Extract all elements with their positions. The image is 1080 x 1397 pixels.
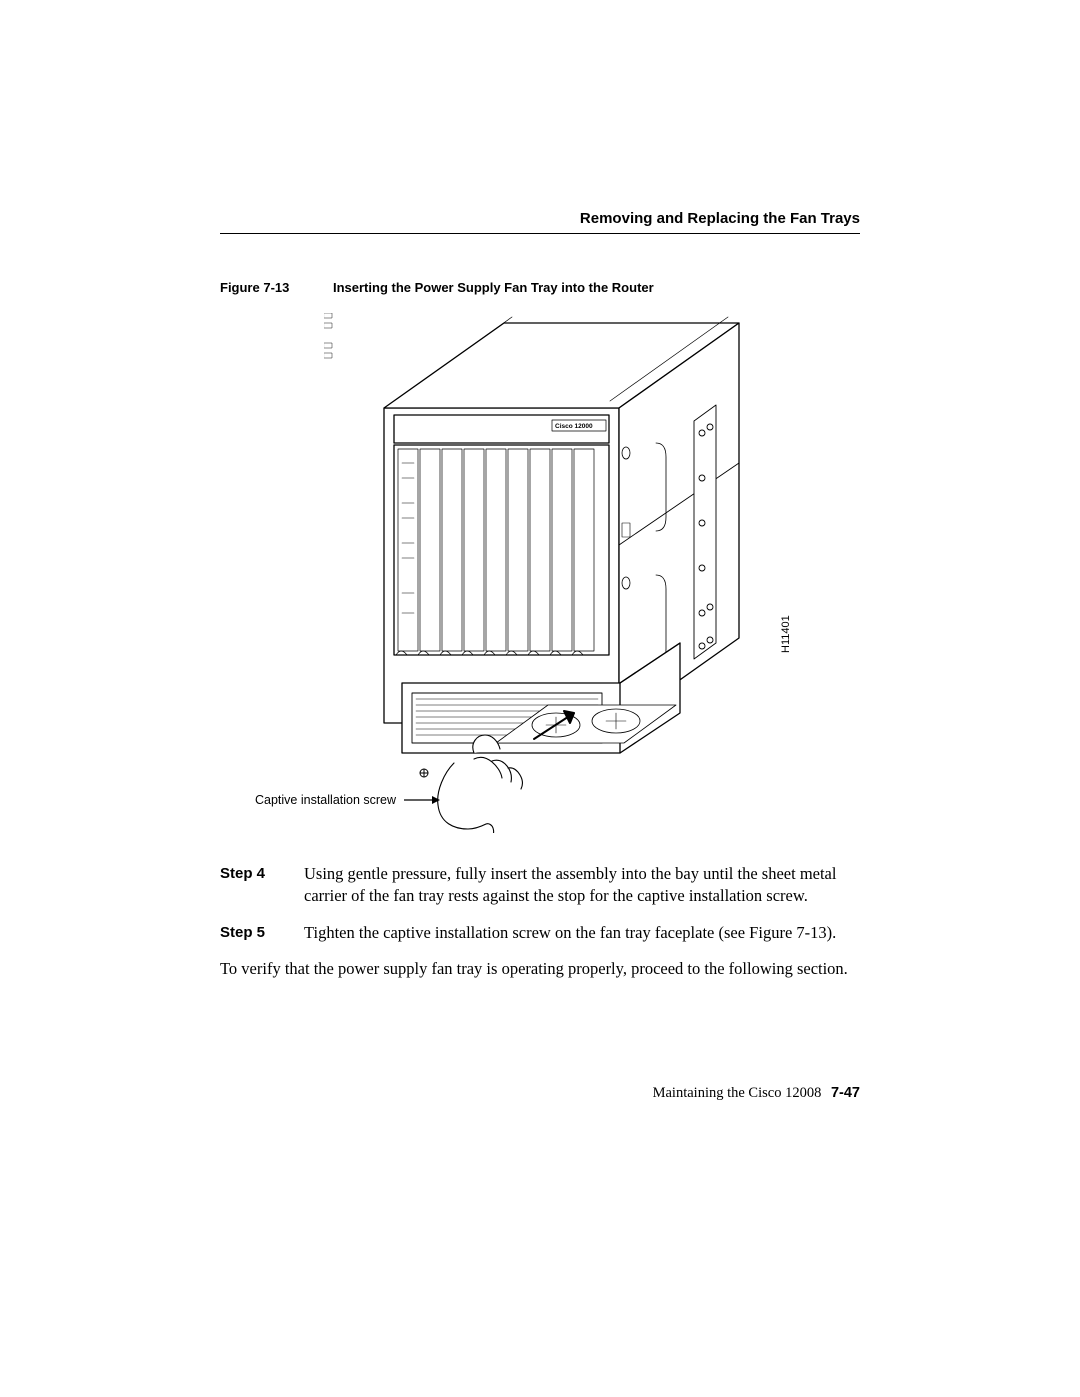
footer-page-number: 7-47 <box>831 1085 860 1101</box>
callout-arrow <box>404 794 440 806</box>
footer-doc-title: Maintaining the Cisco 12008 <box>653 1085 822 1101</box>
asset-id: H11401 <box>780 615 792 653</box>
steps: Step 4 Using gentle pressure, fully inse… <box>220 863 860 944</box>
figure-title: Inserting the Power Supply Fan Tray into… <box>333 280 654 295</box>
step-text: Tighten the captive installation screw o… <box>304 922 860 944</box>
step-row: Step 5 Tighten the captive installation … <box>220 922 860 944</box>
step-text: Using gentle pressure, fully insert the … <box>304 863 860 908</box>
header-rule <box>220 233 860 234</box>
page: Removing and Replacing the Fan Trays Fig… <box>0 0 1080 1397</box>
callout-label: Captive installation screw <box>255 793 396 807</box>
figure: Cisco 12000 <box>220 313 860 843</box>
section-header: Removing and Replacing the Fan Trays <box>220 210 860 227</box>
closing-text: To verify that the power supply fan tray… <box>220 958 860 980</box>
callout-captive-screw: Captive installation screw <box>255 793 440 807</box>
router-diagram: Cisco 12000 <box>324 313 804 833</box>
step-label: Step 5 <box>220 922 280 944</box>
step-label: Step 4 <box>220 863 280 908</box>
figure-caption: Figure 7-13 Inserting the Power Supply F… <box>220 280 860 295</box>
step-row: Step 4 Using gentle pressure, fully inse… <box>220 863 860 908</box>
device-label: Cisco 12000 <box>555 423 593 430</box>
content-area: Removing and Replacing the Fan Trays Fig… <box>220 210 860 980</box>
figure-number: Figure 7-13 <box>220 280 289 295</box>
footer: Maintaining the Cisco 12008 7-47 <box>220 1085 860 1102</box>
